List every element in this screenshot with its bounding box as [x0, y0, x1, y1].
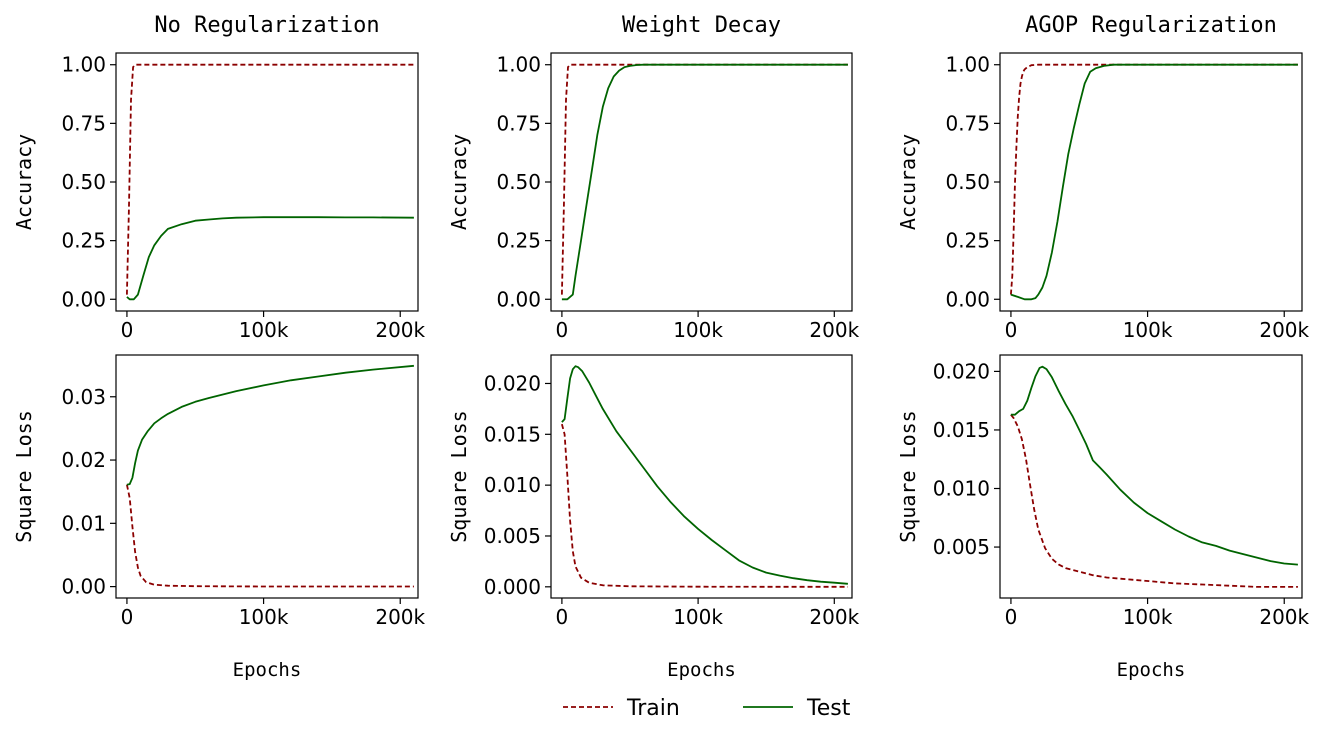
x-tick-label: 100k [673, 605, 723, 629]
x-tick-label: 100k [673, 318, 723, 342]
y-tick-label: 0.015 [933, 418, 990, 442]
y-tick-label: 0.00 [496, 287, 541, 311]
y-tick-label: 0.50 [945, 170, 990, 194]
x-tick-label: 100k [239, 318, 289, 342]
plot-panel: 0 100k 200k 0.000 0.005 0.010 0.015 0.020 Square… [447, 354, 860, 629]
plot-panel: 0 100k 200k 0.00 0.25 0.50 0.75 1.00 Accuracy [12, 52, 426, 342]
plot-frame [550, 354, 853, 599]
y-tick-label: 0.015 [484, 422, 541, 446]
test-series-line [126, 216, 414, 301]
x-tick-label: 0 [121, 605, 134, 629]
y-tick-label: 0.75 [496, 111, 541, 135]
x-tick-label: 200k [1259, 605, 1309, 629]
y-tick-label: 0.50 [61, 170, 106, 194]
y-tick-label: 0.00 [61, 287, 106, 311]
x-tick-label: 0 [1005, 318, 1018, 342]
y-axis-label: Square Loss [896, 410, 920, 542]
x-tick-label: 0 [556, 318, 569, 342]
x-tick-label: 200k [375, 318, 425, 342]
test-series-line [1010, 63, 1298, 301]
train-series-line [126, 63, 414, 295]
x-tick-label: 200k [1259, 318, 1309, 342]
y-tick-label: 0.010 [933, 477, 990, 501]
plot-frame [999, 52, 1303, 312]
x-tick-label: 200k [809, 318, 859, 342]
train-series-line [126, 484, 414, 588]
plot-frame [999, 354, 1303, 599]
y-tick-label: 1.00 [61, 53, 106, 77]
y-tick-label: 0.50 [496, 170, 541, 194]
y-tick-label: 0.00 [945, 287, 990, 311]
x-axis-label: Epochs [667, 659, 736, 681]
column-title: No Regularization [154, 13, 379, 38]
plot-panel: 0 100k 200k 0.00 0.01 0.02 0.03 Square Loss [12, 354, 426, 629]
x-tick-label: 200k [809, 605, 859, 629]
y-tick-label: 0.25 [61, 229, 106, 253]
test-series-line [561, 365, 848, 585]
y-tick-label: 0.020 [933, 359, 990, 383]
plot-panel: 0 100k 200k 0.00 0.25 0.50 0.75 1.00 Accuracy [896, 52, 1310, 342]
train-series-line [1010, 63, 1298, 295]
test-series-line [561, 63, 848, 301]
y-tick-label: 0.000 [484, 575, 541, 599]
plot-frame [115, 52, 419, 312]
y-tick-label: 1.00 [496, 53, 541, 77]
train-series-line [561, 423, 848, 588]
train-series-line [1010, 414, 1298, 588]
column-title: AGOP Regularization [1025, 13, 1277, 38]
plot-frame [550, 52, 853, 312]
column-title: Weight Decay [622, 13, 781, 38]
plot-frame [115, 354, 419, 599]
y-tick-label: 0.25 [496, 229, 541, 253]
legend-label: Train [626, 696, 680, 721]
x-axis-label: Epochs [1117, 659, 1186, 681]
x-tick-label: 100k [1123, 605, 1173, 629]
y-tick-label: 1.00 [945, 53, 990, 77]
y-axis-label: Square Loss [12, 410, 36, 542]
y-tick-label: 0.00 [61, 575, 106, 599]
test-series-line [126, 364, 414, 486]
y-axis-label: Accuracy [447, 134, 471, 230]
test-series-line [1010, 365, 1298, 566]
y-tick-label: 0.03 [61, 385, 106, 409]
y-tick-label: 0.25 [945, 229, 990, 253]
y-tick-label: 0.005 [933, 535, 990, 559]
x-tick-label: 100k [239, 605, 289, 629]
x-tick-label: 0 [556, 605, 569, 629]
legend: Train Test [563, 696, 851, 721]
legend-label: Test [806, 696, 851, 721]
y-axis-label: Accuracy [12, 134, 36, 230]
y-tick-label: 0.020 [484, 371, 541, 395]
y-tick-label: 0.01 [61, 511, 106, 535]
x-tick-label: 100k [1123, 318, 1173, 342]
y-tick-label: 0.75 [945, 111, 990, 135]
y-tick-label: 0.005 [484, 524, 541, 548]
y-axis-label: Square Loss [447, 410, 471, 542]
plot-panel: 0 100k 200k 0.00 0.25 0.50 0.75 1.00 Accuracy [447, 52, 860, 342]
y-tick-label: 0.75 [61, 111, 106, 135]
x-axis-label: Epochs [233, 659, 302, 681]
y-axis-label: Accuracy [896, 134, 920, 230]
plot-panel: 0 100k 200k 0.005 0.010 0.015 0.020 Square Loss [896, 354, 1310, 629]
x-tick-label: 200k [375, 605, 425, 629]
x-tick-label: 0 [1005, 605, 1018, 629]
x-tick-label: 0 [121, 318, 134, 342]
y-tick-label: 0.02 [61, 448, 106, 472]
y-tick-label: 0.010 [484, 473, 541, 497]
